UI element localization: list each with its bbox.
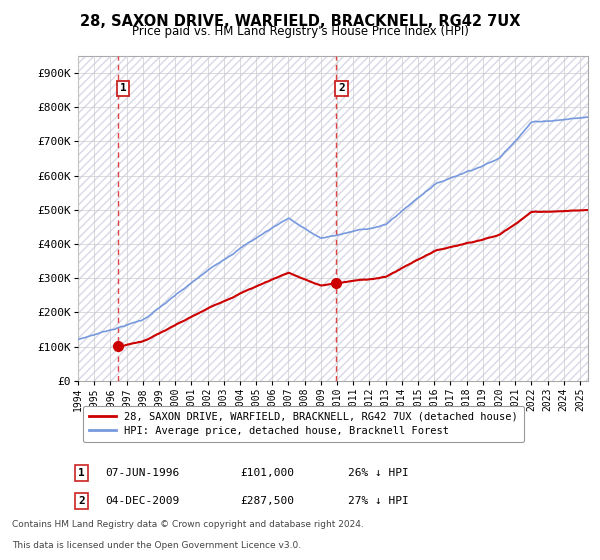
Text: 04-DEC-2009: 04-DEC-2009 xyxy=(105,496,179,506)
Text: 26% ↓ HPI: 26% ↓ HPI xyxy=(348,468,409,478)
Text: 2: 2 xyxy=(338,83,345,94)
Text: 1: 1 xyxy=(78,468,85,478)
Legend: 28, SAXON DRIVE, WARFIELD, BRACKNELL, RG42 7UX (detached house), HPI: Average pr: 28, SAXON DRIVE, WARFIELD, BRACKNELL, RG… xyxy=(83,405,524,442)
Text: Contains HM Land Registry data © Crown copyright and database right 2024.: Contains HM Land Registry data © Crown c… xyxy=(12,520,364,529)
Text: 28, SAXON DRIVE, WARFIELD, BRACKNELL, RG42 7UX: 28, SAXON DRIVE, WARFIELD, BRACKNELL, RG… xyxy=(80,14,520,29)
Text: 27% ↓ HPI: 27% ↓ HPI xyxy=(348,496,409,506)
Text: Price paid vs. HM Land Registry's House Price Index (HPI): Price paid vs. HM Land Registry's House … xyxy=(131,25,469,38)
Text: £101,000: £101,000 xyxy=(240,468,294,478)
Text: 07-JUN-1996: 07-JUN-1996 xyxy=(105,468,179,478)
Text: This data is licensed under the Open Government Licence v3.0.: This data is licensed under the Open Gov… xyxy=(12,541,301,550)
Text: 2: 2 xyxy=(78,496,85,506)
Text: £287,500: £287,500 xyxy=(240,496,294,506)
Text: 1: 1 xyxy=(120,83,127,94)
